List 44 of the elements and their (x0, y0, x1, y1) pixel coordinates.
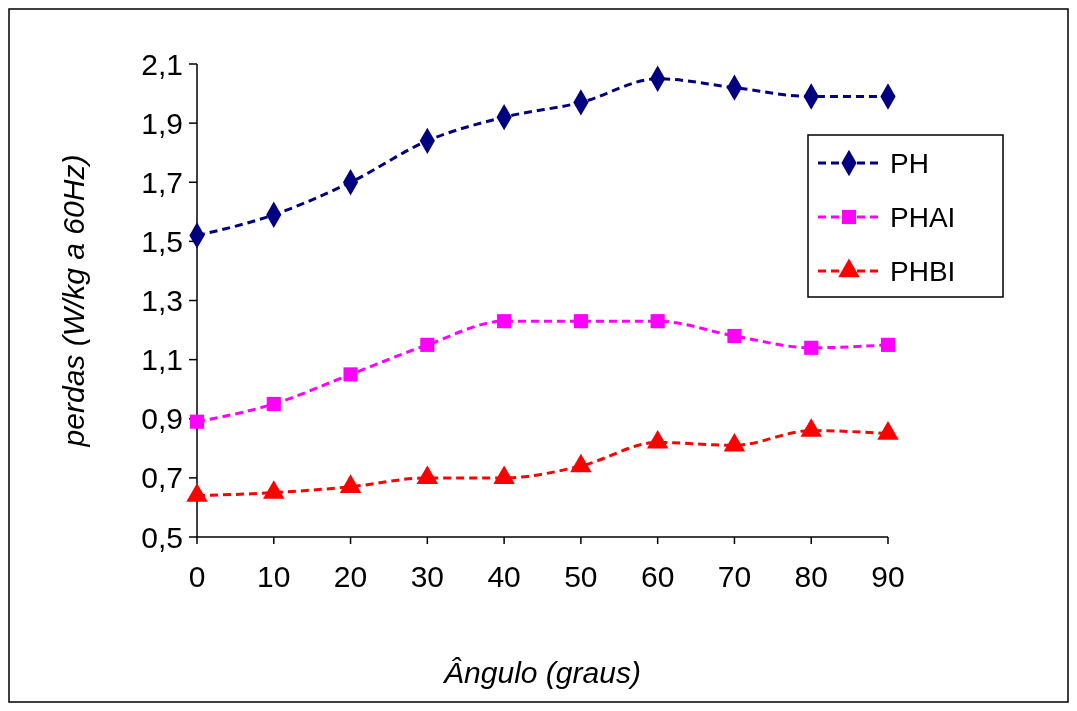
point (650, 314, 665, 329)
legend-label: PHAI (890, 201, 956, 233)
point (416, 465, 439, 485)
point (343, 367, 358, 382)
point (420, 337, 435, 352)
x-tick-label: 20 (333, 560, 368, 593)
point (880, 337, 896, 352)
y-tick-label: 1,3 (141, 284, 183, 317)
x-tick-label: 0 (188, 560, 206, 593)
y-axis-title: perdas (W/kg a 60Hz) (57, 154, 90, 448)
y-tick-label: 0,5 (141, 520, 183, 554)
point (263, 480, 285, 499)
x-tick-label: 40 (487, 560, 521, 593)
x-axis-title: Ângulo (graus) (442, 656, 641, 689)
point (570, 453, 592, 473)
y-tick-label: 1,5 (141, 224, 183, 258)
point (497, 314, 512, 329)
point (877, 421, 899, 440)
point (723, 432, 746, 452)
y-tick-label: 0,9 (141, 402, 183, 436)
y-tick-label: 0,7 (141, 461, 183, 495)
x-tick-label: 60 (640, 560, 675, 593)
point (186, 483, 208, 502)
x-tick-label: 50 (564, 560, 598, 593)
point (804, 340, 819, 355)
point (646, 429, 669, 449)
point (573, 314, 588, 329)
legend-label: PH (890, 147, 929, 179)
y-tick-label: 1,9 (141, 106, 183, 140)
legend-label: PHBI (890, 255, 956, 287)
y-tick-label: 2,1 (141, 47, 183, 81)
point (493, 465, 515, 485)
x-tick-label: 70 (717, 560, 752, 593)
y-tick-label: 1,7 (141, 165, 183, 199)
x-tick-label: 30 (410, 560, 445, 593)
point (189, 414, 205, 429)
point (266, 396, 281, 412)
x-tick-label: 80 (794, 560, 828, 593)
point (727, 328, 742, 344)
x-tick-label: 90 (871, 560, 905, 593)
point (800, 418, 822, 437)
y-tick-label: 1,1 (141, 343, 183, 377)
x-tick-label: 10 (257, 560, 291, 593)
point (339, 474, 362, 493)
